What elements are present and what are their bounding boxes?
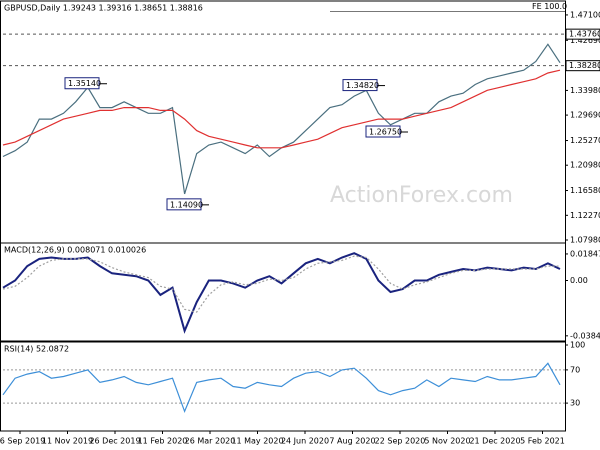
panel-title: MACD(12,26,9) 0.008071 0.010026: [4, 246, 146, 255]
y-tick-label: 1.33980: [570, 86, 600, 95]
y-tick-label: 1.20980: [570, 161, 600, 170]
series-line: [2, 252, 561, 334]
x-tick-label: 7 Aug 2020: [329, 437, 375, 446]
annotation-label: 1.35140: [68, 79, 101, 88]
x-tick-label: 21 Dec 2020: [469, 437, 520, 446]
x-tick-label: 5 Nov 2020: [424, 437, 470, 446]
annotation-box: [342, 79, 378, 92]
x-tick-label: 22 Sep 2020: [375, 437, 426, 446]
y-tick-label: 1.42690: [570, 36, 600, 45]
series-line: [2, 69, 561, 149]
y-tick-label: 1.12270: [570, 211, 600, 220]
panel-title: RSI(14) 52.0872: [4, 345, 69, 354]
y-tick-label: 30: [570, 399, 580, 408]
annotation-label: 1.26750: [369, 128, 402, 137]
x-tick-label: 24 Jun 2020: [281, 437, 329, 446]
panel-frame: [0, 242, 566, 342]
annotation-box: [365, 125, 401, 138]
annotation-label: 1.14090: [170, 200, 203, 209]
annotation-box: [166, 198, 202, 211]
x-tick-label: 11 Feb 2020: [138, 437, 188, 446]
y-tick-label: 100: [570, 341, 585, 350]
y-tick-label: 1.07980: [570, 236, 600, 245]
y-tick-label: 1.47100: [570, 10, 600, 19]
annotation-box: [64, 77, 100, 90]
x-tick-label: 26 Mar 2020: [185, 437, 236, 446]
x-tick-label: 26 Sep 2019: [0, 437, 45, 446]
y-tick-label: 1.25270: [570, 136, 600, 145]
x-tick-label: 11 Nov 2019: [42, 437, 93, 446]
fe-label: FE 100.0: [532, 2, 567, 11]
level-box: [565, 60, 600, 72]
y-tick-label: -0.038486: [570, 331, 600, 340]
x-tick-label: 5 Feb 2021: [520, 437, 565, 446]
y-tick-label: 1.29690: [570, 111, 600, 120]
level-label: 1.43760: [569, 30, 600, 39]
panel-title: GBPUSD,Daily 1.39243 1.39316 1.38651 1.3…: [4, 4, 203, 13]
y-tick-label: 1.16580: [570, 186, 600, 195]
panel-frame: [0, 341, 566, 432]
y-tick-label: 70: [570, 365, 580, 374]
annotation-label: 1.34820: [346, 81, 379, 90]
x-tick-label: 26 Dec 2019: [89, 437, 140, 446]
level-box: [565, 28, 600, 40]
y-tick-label: 0.018471: [570, 249, 600, 258]
y-tick-label: 0.00: [570, 276, 588, 285]
level-label: 1.38280: [569, 61, 600, 70]
watermark: ActionForex.com: [330, 183, 513, 208]
series-line: [2, 362, 561, 414]
x-tick-label: 11 May 2020: [231, 437, 283, 446]
